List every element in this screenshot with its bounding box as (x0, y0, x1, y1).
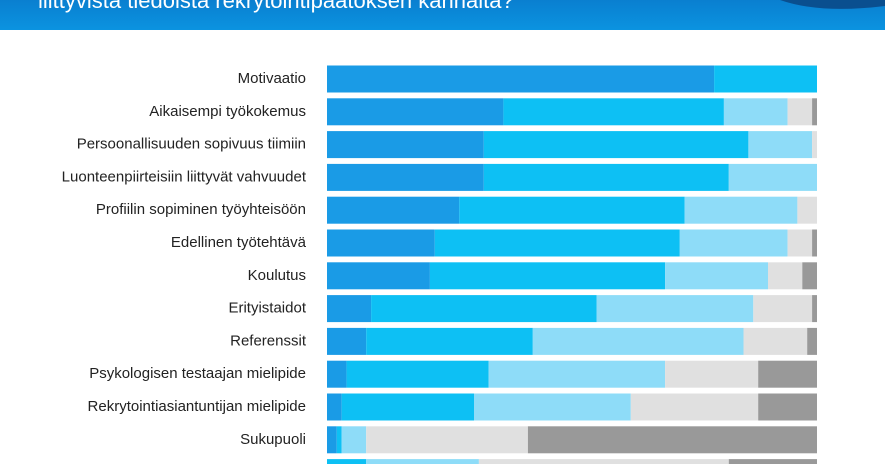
bar-segment (371, 295, 597, 323)
bar-segment (488, 360, 666, 388)
category-label: Rekrytointiasiantuntijan mielipide (88, 398, 306, 415)
category-label: Edellinen työtehtävä (171, 234, 307, 251)
bar-segment (327, 131, 484, 159)
bar-segment (346, 360, 489, 388)
bar-segment (366, 459, 479, 464)
bar-segment (341, 426, 367, 454)
bar-segment (596, 295, 754, 323)
bar-segment (503, 98, 724, 126)
bar-segment (797, 196, 817, 224)
bar-segment (527, 426, 817, 454)
bar-segment (812, 295, 817, 323)
bar-segment (327, 65, 715, 93)
bar-segment (728, 459, 817, 464)
chart-title: liittyvistä tiedoista rekrytointipäätöks… (38, 0, 514, 13)
bar-segment (802, 262, 817, 290)
bar-segment (483, 163, 729, 191)
bar-segment (807, 327, 817, 355)
bar-segment (366, 327, 533, 355)
bar-segment (812, 229, 817, 257)
category-label: Erityistaidot (228, 300, 306, 317)
category-label: Persoonallisuuden sopivuus tiimiin (77, 136, 306, 153)
bar-segment (327, 98, 504, 126)
bar-segment (758, 360, 817, 388)
bar-segment (679, 229, 788, 257)
header-band (0, 0, 885, 30)
bar-segment (630, 393, 759, 421)
header-ornament (780, 0, 885, 9)
category-label: Aikaisempi työkokemus (149, 103, 306, 120)
bar-segment (434, 229, 680, 257)
bar-segment (327, 327, 367, 355)
bar-segment (327, 426, 337, 454)
bar-segment (366, 426, 528, 454)
bar-segment (723, 98, 788, 126)
bar-segment (327, 393, 342, 421)
bar-segment (728, 163, 817, 191)
category-label: Referenssit (230, 332, 307, 349)
category-label: Luonteenpiirteisiin liittyvät vahvuudet (62, 168, 307, 185)
bar-segment (812, 131, 817, 159)
bar-segment (748, 131, 813, 159)
bar-segment (327, 459, 367, 464)
category-label: Motivaatio (238, 70, 306, 87)
bar-segment (684, 196, 798, 224)
bar-segment (327, 295, 372, 323)
bar-segment (812, 98, 817, 126)
bar-segment (768, 262, 803, 290)
bar-segment (532, 327, 744, 355)
category-label: Koulutus (248, 267, 306, 284)
bar-segment (743, 327, 808, 355)
bar-segment (327, 262, 430, 290)
bar-segment (665, 360, 759, 388)
bar-segment (753, 295, 813, 323)
bar-segment (665, 262, 768, 290)
category-label: Sukupuoli (240, 431, 306, 448)
bar-segment (787, 98, 813, 126)
bar-segment (341, 393, 474, 421)
bar-segment (758, 393, 817, 421)
category-label: Psykologisen testaajan mielipide (89, 365, 306, 382)
bar-segment (787, 229, 813, 257)
category-label: Profiilin sopiminen työyhteisöön (96, 201, 306, 218)
bar-segment (327, 229, 435, 257)
bar-segment (478, 459, 729, 464)
bar-segment (336, 426, 342, 454)
bar-segment (327, 163, 484, 191)
bar-segment (714, 65, 817, 93)
bar-segment (483, 131, 749, 159)
bar-segment (474, 393, 631, 421)
bar-segment (327, 360, 347, 388)
bar-segment (327, 196, 460, 224)
bar-segment (429, 262, 666, 290)
bar-segment (459, 196, 685, 224)
